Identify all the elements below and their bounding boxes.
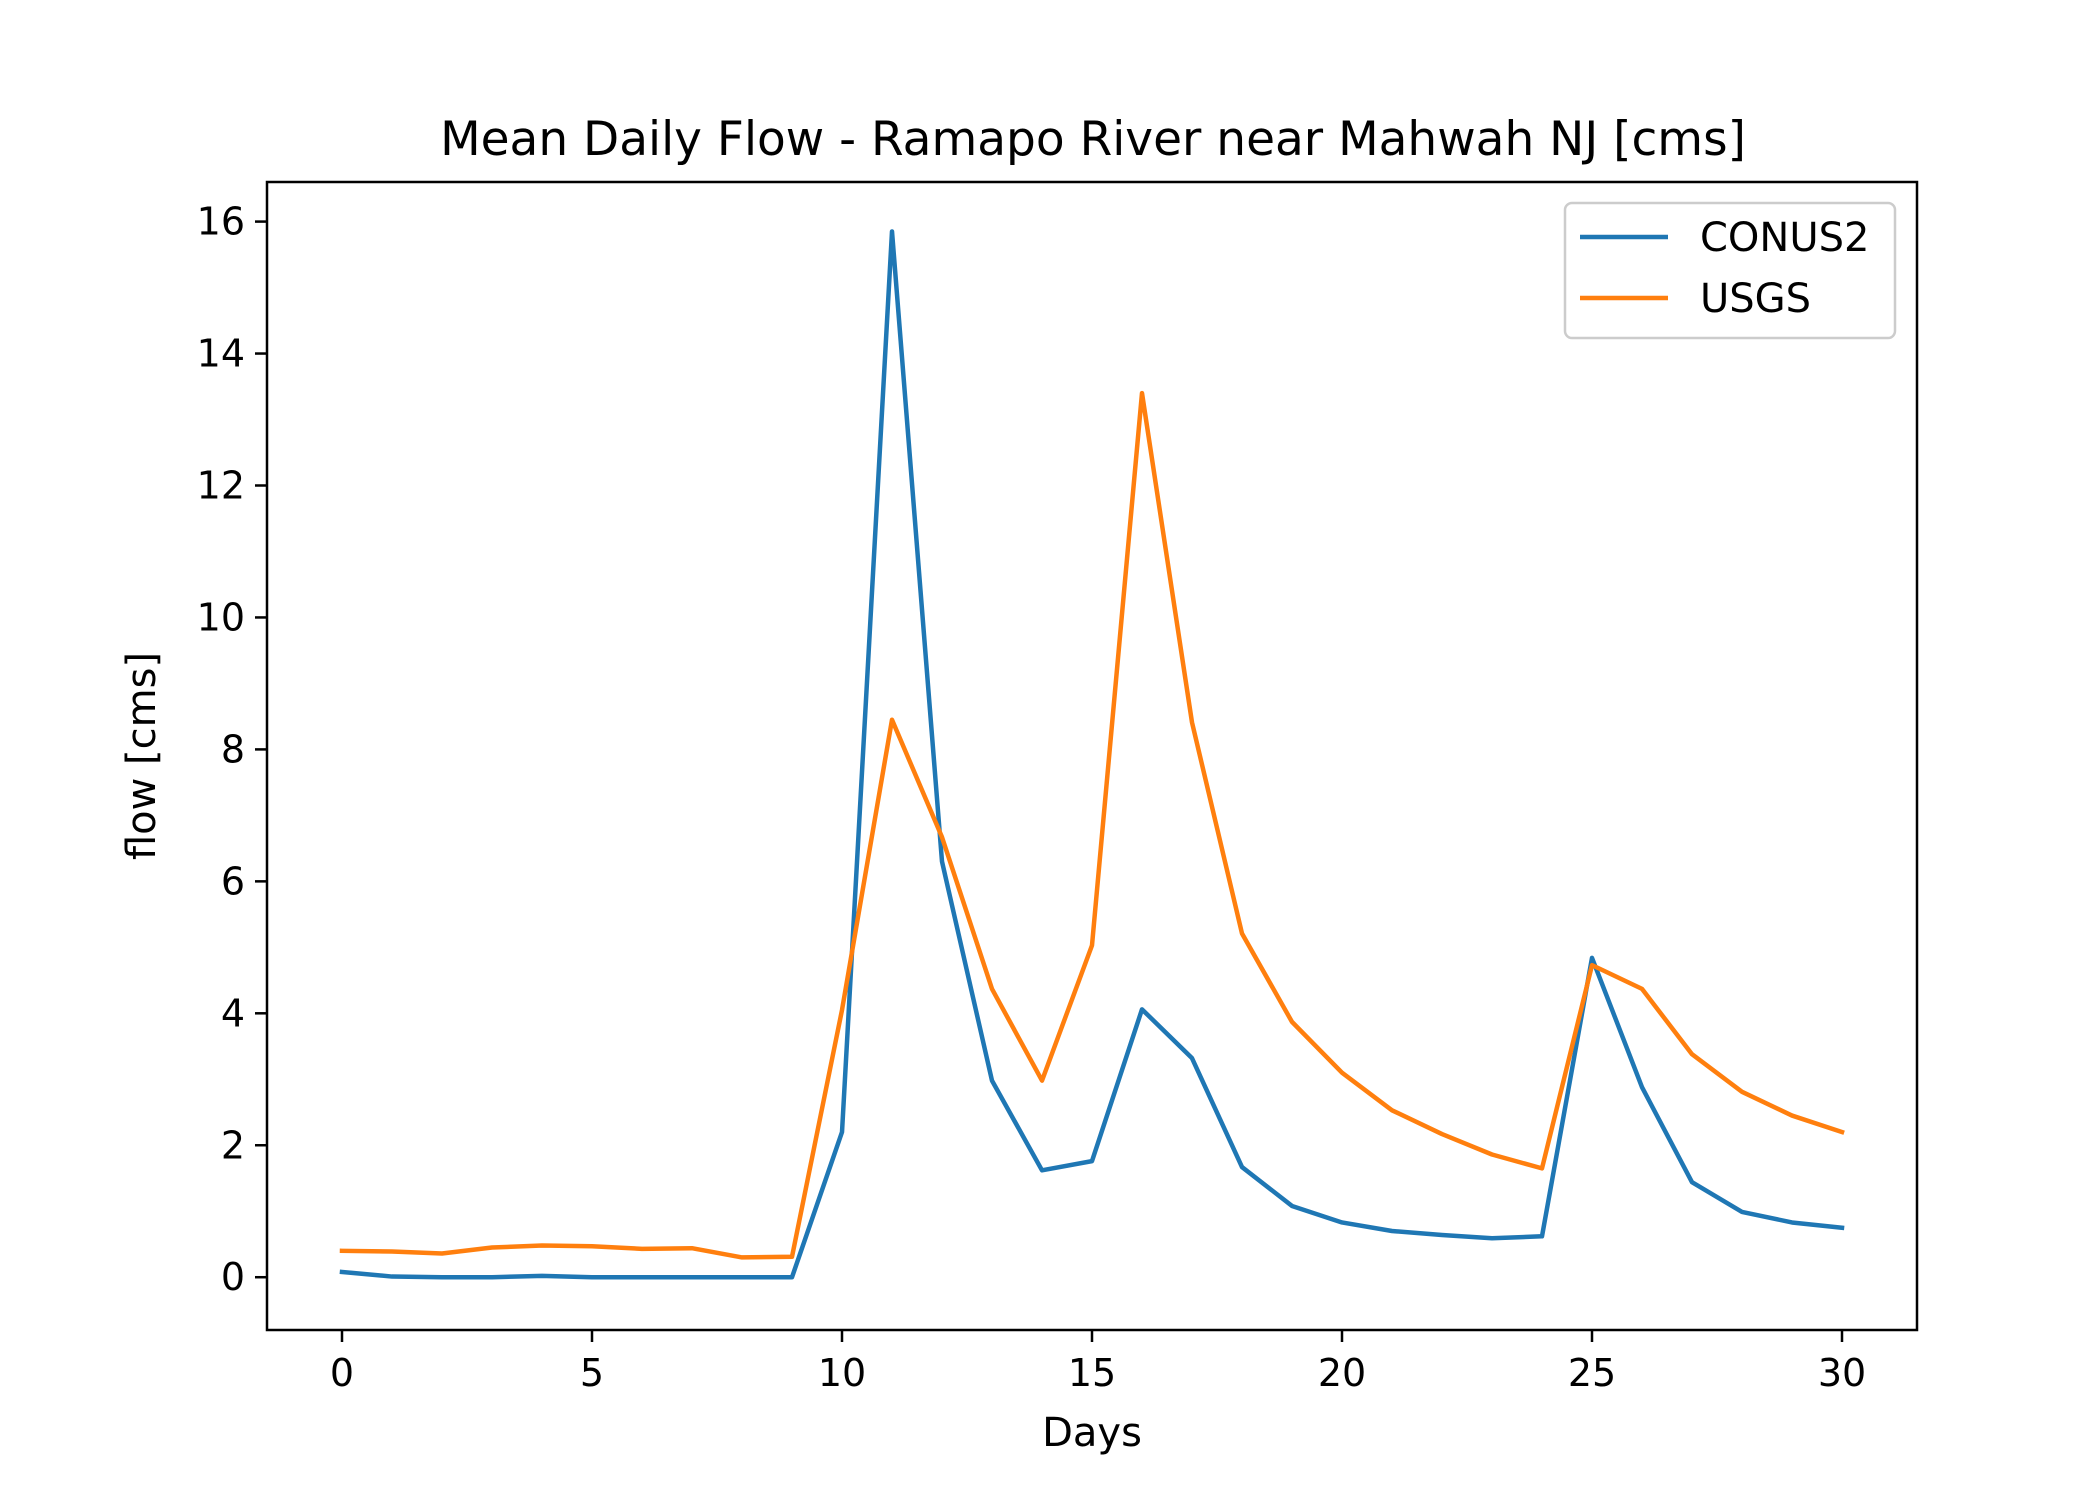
x-tick-label: 10 [818, 1351, 866, 1395]
legend-label-usgs: USGS [1700, 276, 1811, 322]
series-points-usgs [341, 393, 1843, 1258]
y-tick-label: 16 [197, 200, 245, 244]
y-tick-label: 0 [221, 1255, 245, 1299]
y-tick-label: 10 [197, 595, 245, 639]
y-tick-label: 14 [197, 332, 245, 376]
plot-area [265, 180, 1919, 1332]
chart-title: Mean Daily Flow - Ramapo River near Mahw… [440, 112, 1746, 167]
y-tick-label: 4 [221, 991, 245, 1035]
y-axis-label: flow [cms] [119, 652, 165, 860]
legend: CONUS2 USGS [1563, 201, 1897, 340]
x-axis-label: Days [1042, 1410, 1142, 1456]
series-layer [339, 229, 1845, 1280]
series-points-conus2 [341, 231, 1843, 1278]
x-tick-label: 20 [1318, 1351, 1366, 1395]
x-tick-label: 5 [580, 1351, 604, 1395]
y-tick-label: 2 [221, 1123, 245, 1167]
x-axis-ticks: 0 5 10 15 20 25 30 [330, 1330, 1866, 1395]
y-axis-ticks: 0 2 4 6 8 10 12 14 16 [197, 200, 267, 1299]
x-tick-label: 15 [1068, 1351, 1116, 1395]
x-tick-label: 0 [330, 1351, 354, 1395]
y-tick-label: 6 [221, 859, 245, 903]
y-tick-label: 12 [197, 463, 245, 507]
x-tick-label: 30 [1818, 1351, 1866, 1395]
legend-label-conus2: CONUS2 [1700, 215, 1869, 261]
axes-background [267, 182, 1917, 1330]
x-tick-label: 25 [1568, 1351, 1616, 1395]
y-tick-label: 8 [221, 727, 245, 771]
